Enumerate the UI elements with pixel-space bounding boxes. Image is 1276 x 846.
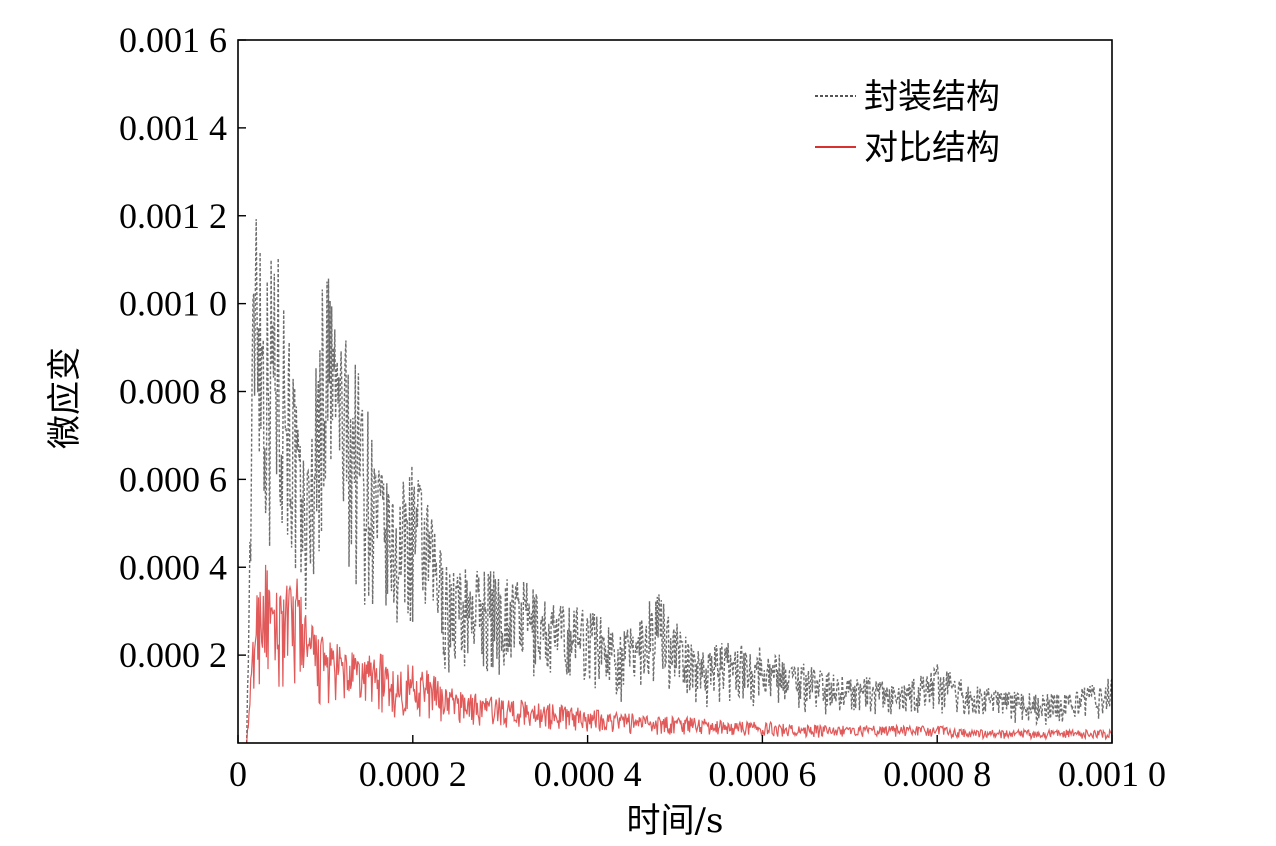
y-tick-label-2: 0.000 6 (119, 459, 227, 499)
legend-label-1: 对比结构 (864, 128, 1000, 168)
x-tick-label-5: 0.001 0 (1058, 754, 1166, 794)
y-tick-label-3: 0.000 8 (119, 372, 227, 412)
y-tick-label-4: 0.001 0 (119, 284, 227, 324)
y-tick-label-0: 0.000 2 (119, 635, 227, 675)
y-tick-label-7: 0.001 6 (119, 20, 227, 60)
y-tick-label-6: 0.001 4 (119, 108, 227, 148)
y-axis-title: 微应变 (45, 347, 85, 449)
series-line-1 (246, 564, 1113, 744)
x-tick-label-2: 0.000 4 (534, 754, 642, 794)
series-layer (246, 219, 1113, 744)
x-tick-label-1: 0.000 2 (359, 754, 467, 794)
x-tick-label-3: 0.000 6 (708, 754, 816, 794)
legend: 封装结构 对比结构 (815, 77, 1000, 168)
y-tick-label-1: 0.000 4 (119, 547, 227, 587)
x-tick-label-4: 0.000 8 (883, 754, 991, 794)
x-axis-title: 时间/s (627, 801, 724, 841)
x-tick-label-0: 0 (229, 754, 247, 794)
series-line-0 (246, 219, 1113, 744)
legend-label-0: 封装结构 (864, 77, 1000, 117)
y-tick-label-5: 0.001 2 (119, 196, 227, 236)
ticks-layer: 0 0.000 2 0.000 4 0.000 6 0.000 8 0.001 0 0.00… (119, 20, 1166, 794)
